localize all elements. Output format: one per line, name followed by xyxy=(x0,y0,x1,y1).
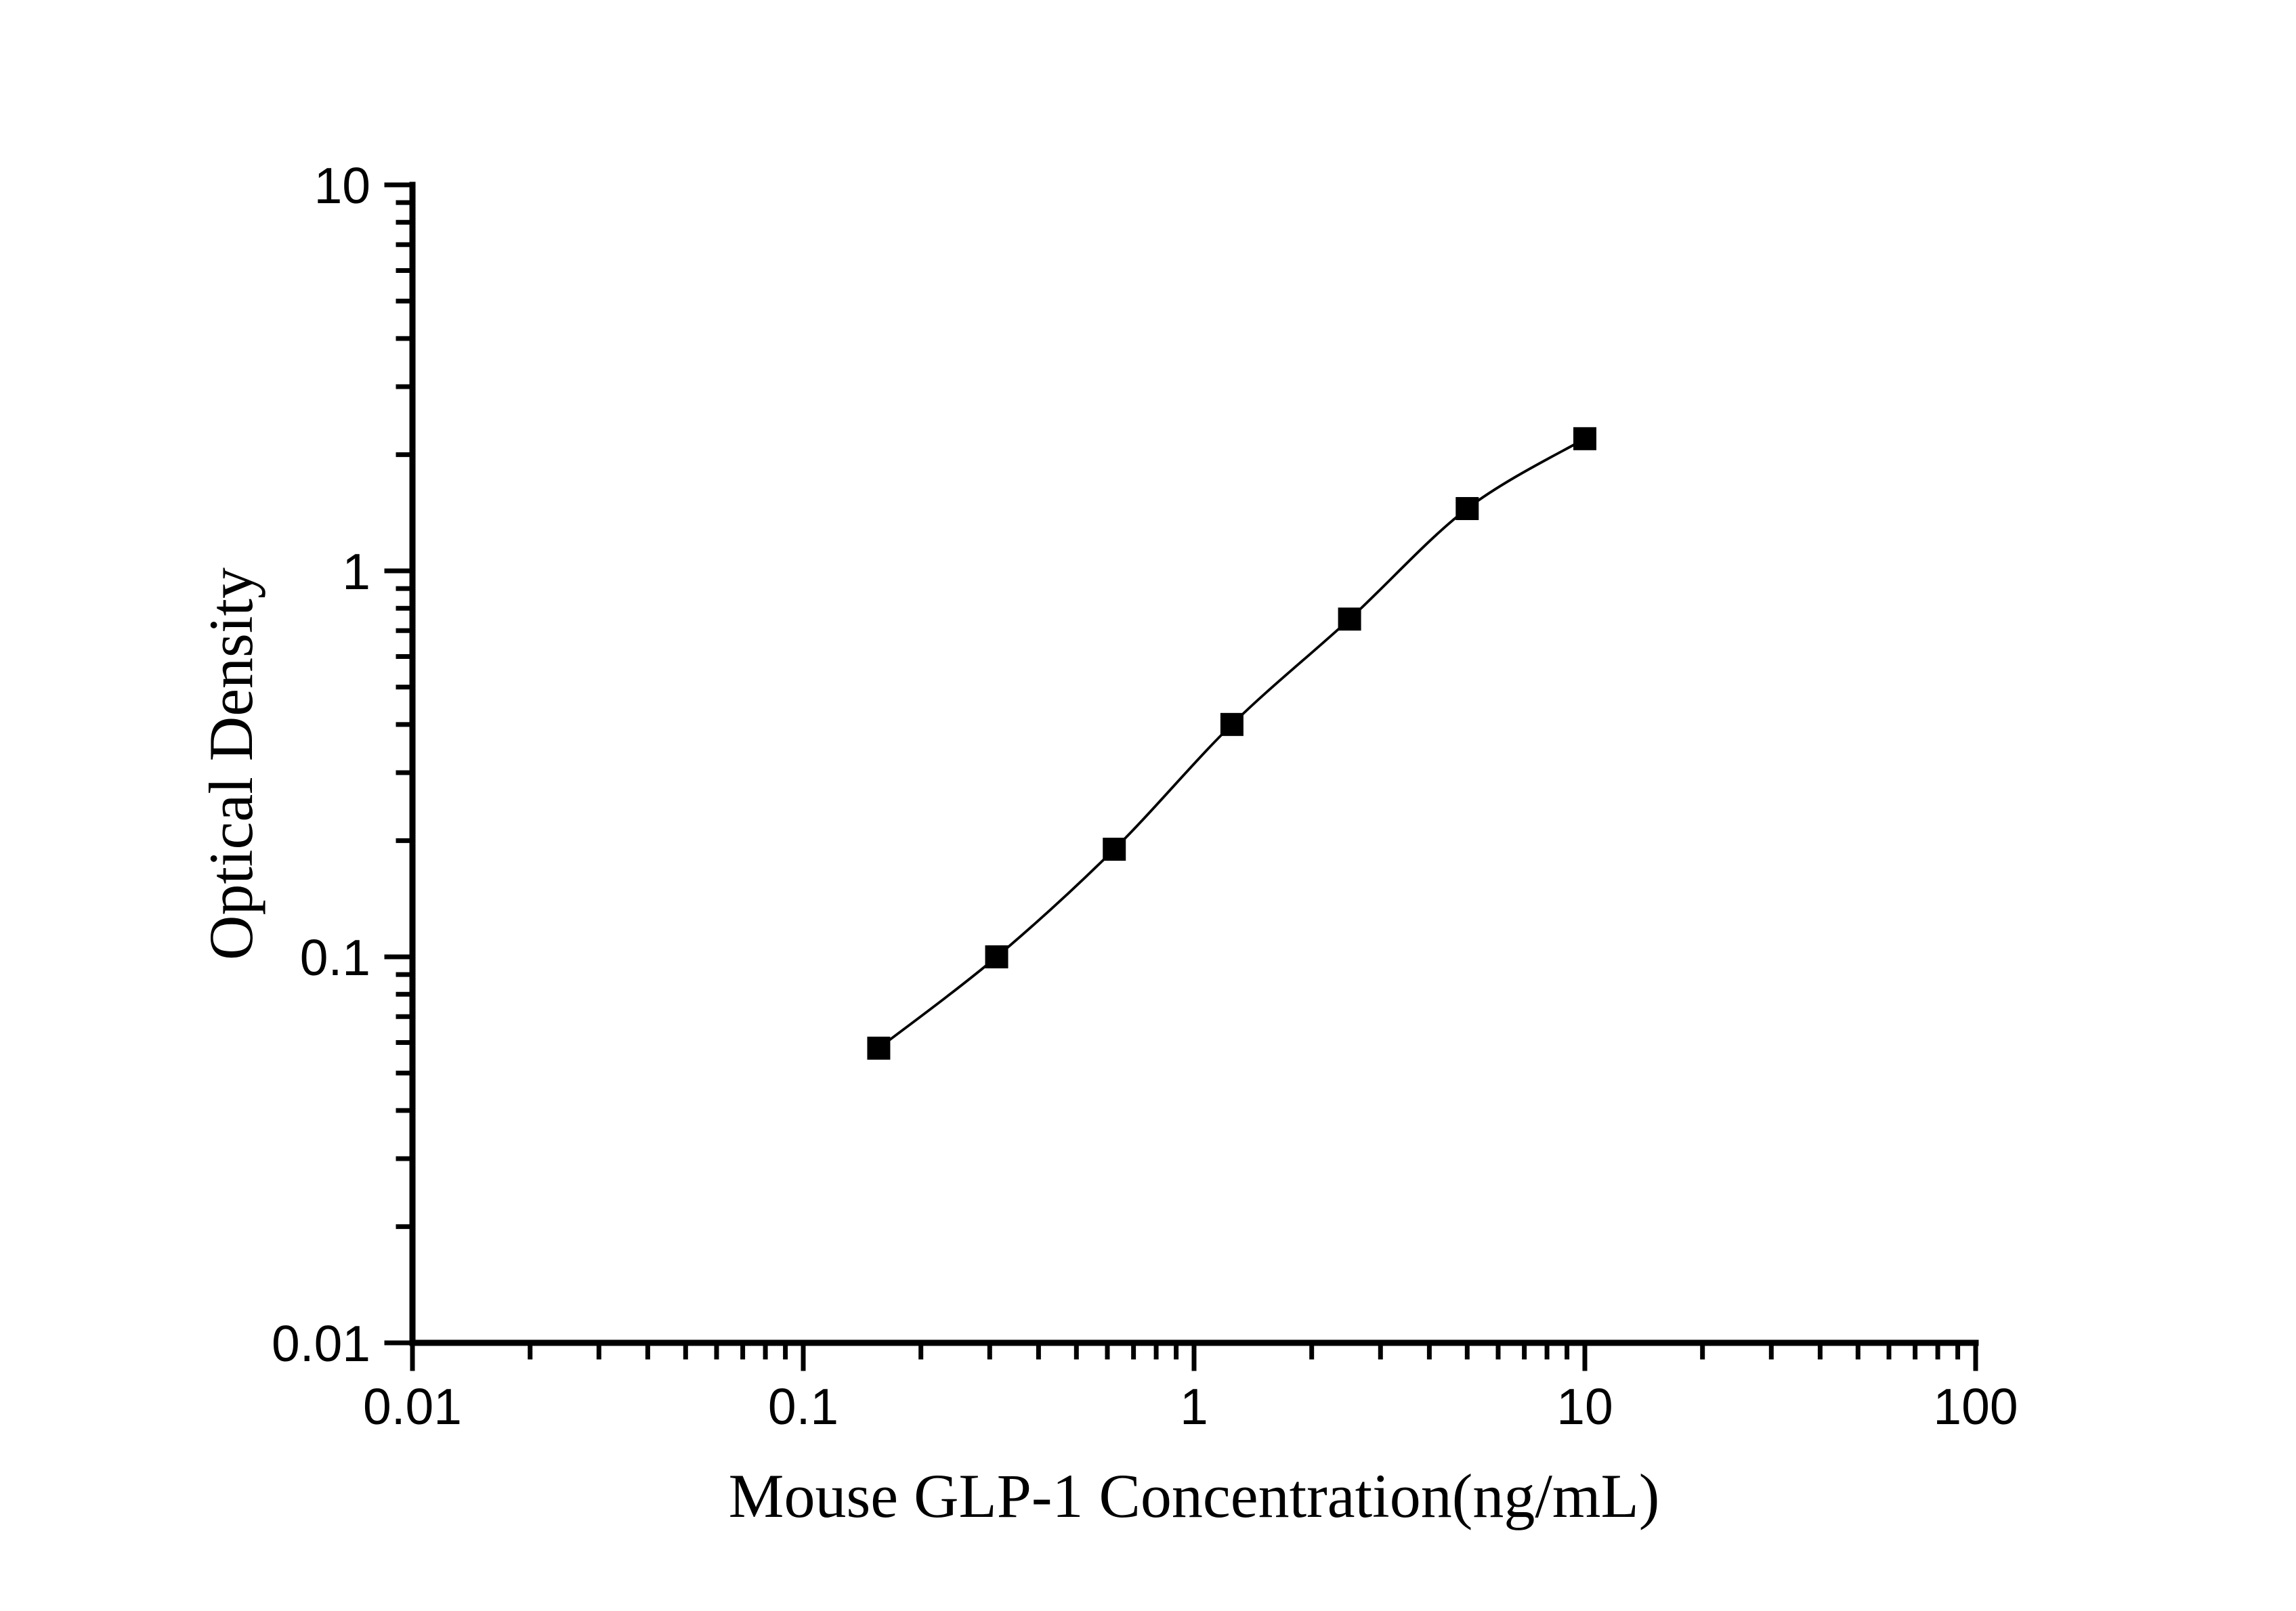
y-minor-ticks xyxy=(396,200,410,1229)
x-tick-label: 0.01 xyxy=(363,1378,462,1435)
data-point-marker xyxy=(867,1036,891,1060)
data-point-marker xyxy=(1455,497,1479,521)
axes-layer: 0.01 0.1 1 10 100 0.01 0.1 1 10 xyxy=(272,157,2018,1435)
data-point-marker xyxy=(1573,427,1596,450)
standard-curve-line xyxy=(878,437,1586,1050)
x-axis-title: Mouse GLP-1 Concentration(ng/mL) xyxy=(729,1461,1660,1530)
x-tick-labels: 0.01 0.1 1 10 100 xyxy=(363,1378,2018,1435)
data-point-marker xyxy=(1338,607,1361,631)
y-axis-title: Optical Density xyxy=(196,567,265,960)
y-major-ticks xyxy=(384,182,410,1346)
y-tick-label: 1 xyxy=(342,543,370,600)
y-tick-label: 0.01 xyxy=(272,1315,370,1372)
data-point-marker xyxy=(1103,838,1126,861)
data-point-markers xyxy=(867,427,1596,1060)
y-tick-labels: 0.01 0.1 1 10 xyxy=(272,157,370,1372)
x-minor-ticks xyxy=(528,1346,1961,1360)
data-point-marker xyxy=(1220,712,1243,736)
series-layer xyxy=(867,427,1596,1060)
x-tick-label: 10 xyxy=(1556,1378,1613,1435)
x-tick-label: 1 xyxy=(1180,1378,1208,1435)
x-tick-label: 0.1 xyxy=(768,1378,838,1435)
x-tick-label: 100 xyxy=(1933,1378,2018,1435)
y-tick-label: 10 xyxy=(314,157,370,214)
y-tick-label: 0.1 xyxy=(300,929,370,986)
data-point-marker xyxy=(985,945,1008,968)
x-major-ticks xyxy=(410,1346,1978,1371)
